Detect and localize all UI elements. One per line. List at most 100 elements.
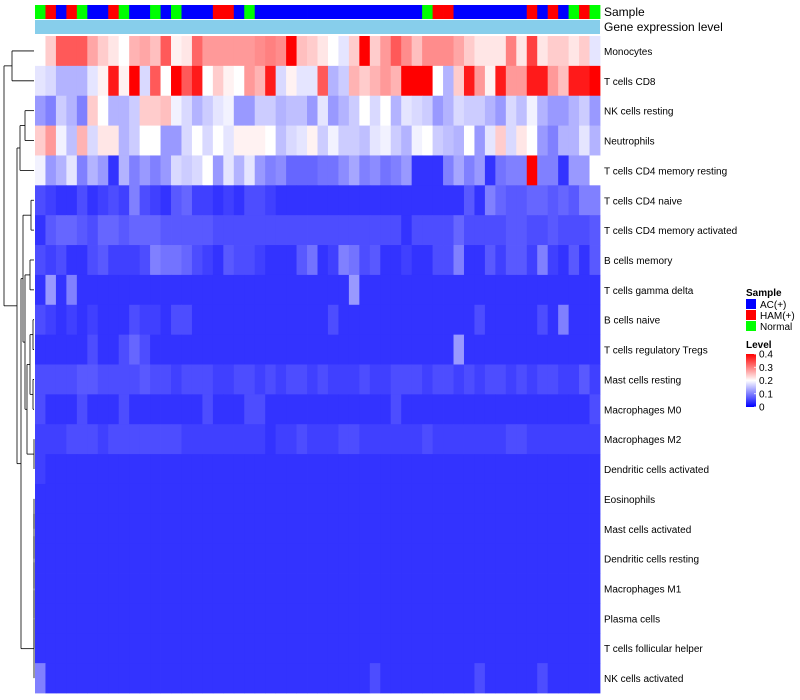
heatmap-cell — [411, 334, 423, 365]
heatmap-cell — [97, 334, 109, 365]
heatmap-cell — [223, 215, 235, 246]
heatmap-cell — [223, 633, 235, 664]
sample-legend-label-ac: AC(+) — [760, 300, 786, 311]
heatmap-cell — [422, 394, 433, 425]
heatmap-cell — [516, 36, 528, 67]
heatmap-cell — [568, 633, 580, 664]
heatmap-cell — [118, 573, 130, 604]
heatmap-cell — [558, 304, 570, 336]
heatmap-cell — [359, 663, 371, 694]
heatmap-cell — [390, 424, 402, 455]
heatmap-cell — [45, 603, 57, 634]
heatmap-cell — [317, 155, 329, 186]
heatmap-cell — [286, 245, 297, 276]
heatmap-cell — [129, 36, 141, 67]
heatmap-cell — [233, 483, 245, 515]
heatmap-cell — [160, 513, 172, 545]
heatmap-cell — [380, 215, 392, 246]
heatmap-cell — [139, 304, 151, 336]
heatmap-cell — [526, 334, 538, 365]
heatmap-cell — [537, 633, 549, 664]
sample-annotation-cell — [307, 5, 318, 19]
heatmap-cell — [233, 245, 245, 276]
heatmap-cell — [307, 274, 318, 306]
heatmap-cell — [422, 215, 433, 246]
heatmap-cell — [348, 603, 360, 634]
heatmap-cell — [380, 454, 392, 485]
heatmap-cell — [422, 334, 433, 365]
heatmap-cell — [495, 603, 507, 634]
heatmap-cell — [171, 36, 182, 67]
heatmap-cell — [327, 95, 339, 126]
heatmap-cell — [547, 513, 559, 545]
heatmap-cell — [401, 633, 413, 664]
heatmap-cell — [171, 394, 182, 425]
heatmap-cell — [66, 573, 78, 604]
heatmap-cell — [55, 125, 67, 156]
heatmap-cell — [139, 573, 151, 604]
heatmap-cell — [369, 603, 381, 634]
heatmap-cell — [453, 394, 465, 425]
sample-annotation-cell — [265, 5, 277, 19]
heatmap-cell — [537, 513, 549, 545]
heatmap-cell — [202, 334, 214, 365]
heatmap-cell — [76, 185, 88, 216]
heatmap-cell — [254, 573, 266, 604]
heatmap-cell — [35, 394, 46, 425]
heatmap-cell — [558, 513, 570, 545]
heatmap-cell — [359, 185, 371, 216]
heatmap-cell — [317, 424, 329, 455]
heatmap-cell — [66, 483, 78, 515]
heatmap-cell — [568, 513, 580, 545]
heatmap-cell — [390, 543, 402, 574]
heatmap-cell — [589, 573, 601, 604]
sample-annotation-cell — [516, 5, 528, 19]
heatmap-cell — [202, 543, 214, 574]
heatmap-cell — [108, 125, 120, 156]
heatmap-cell — [202, 603, 214, 634]
heatmap-cell — [108, 364, 120, 395]
heatmap-cell — [401, 65, 413, 97]
heatmap-cell — [35, 185, 46, 216]
heatmap-cell — [97, 65, 109, 97]
heatmap-cell — [76, 155, 88, 186]
heatmap-cell — [495, 125, 507, 156]
heatmap-cell — [317, 483, 329, 515]
heatmap-cell — [296, 185, 308, 216]
heatmap-cell — [484, 633, 496, 664]
heatmap-cell — [191, 274, 203, 306]
heatmap-cell — [453, 573, 465, 604]
heatmap-cell — [589, 603, 601, 634]
heatmap-cell — [348, 543, 360, 574]
heatmap-cell — [118, 304, 130, 336]
heatmap-cell — [495, 155, 507, 186]
heatmap-cell — [87, 36, 99, 67]
heatmap-cell — [275, 483, 287, 515]
level-tick-label: 0.3 — [759, 363, 773, 374]
heatmap-cell — [495, 65, 507, 97]
heatmap-cell — [233, 95, 245, 126]
heatmap-cell — [233, 513, 245, 545]
heatmap-cell — [411, 185, 423, 216]
heatmap-cell — [547, 155, 559, 186]
heatmap-cell — [411, 155, 423, 186]
heatmap-cell — [401, 424, 413, 455]
heatmap-cell — [547, 424, 559, 455]
heatmap-cell — [463, 483, 475, 515]
heatmap-cell — [118, 274, 130, 306]
heatmap-cell — [579, 424, 590, 455]
heatmap-cell — [244, 394, 256, 425]
heatmap-cell — [474, 424, 486, 455]
heatmap-cell — [129, 454, 141, 485]
heatmap-cell — [327, 483, 339, 515]
heatmap-cell — [484, 364, 496, 395]
heatmap-cell — [35, 573, 46, 604]
heatmap-cell — [401, 483, 413, 515]
heatmap-cell — [401, 543, 413, 574]
heatmap-cell — [223, 543, 235, 574]
heatmap-cell — [422, 663, 433, 694]
heatmap-cell — [212, 65, 224, 97]
heatmap-cell — [463, 36, 475, 67]
heatmap-cell — [160, 364, 172, 395]
heatmap-cell — [327, 36, 339, 67]
